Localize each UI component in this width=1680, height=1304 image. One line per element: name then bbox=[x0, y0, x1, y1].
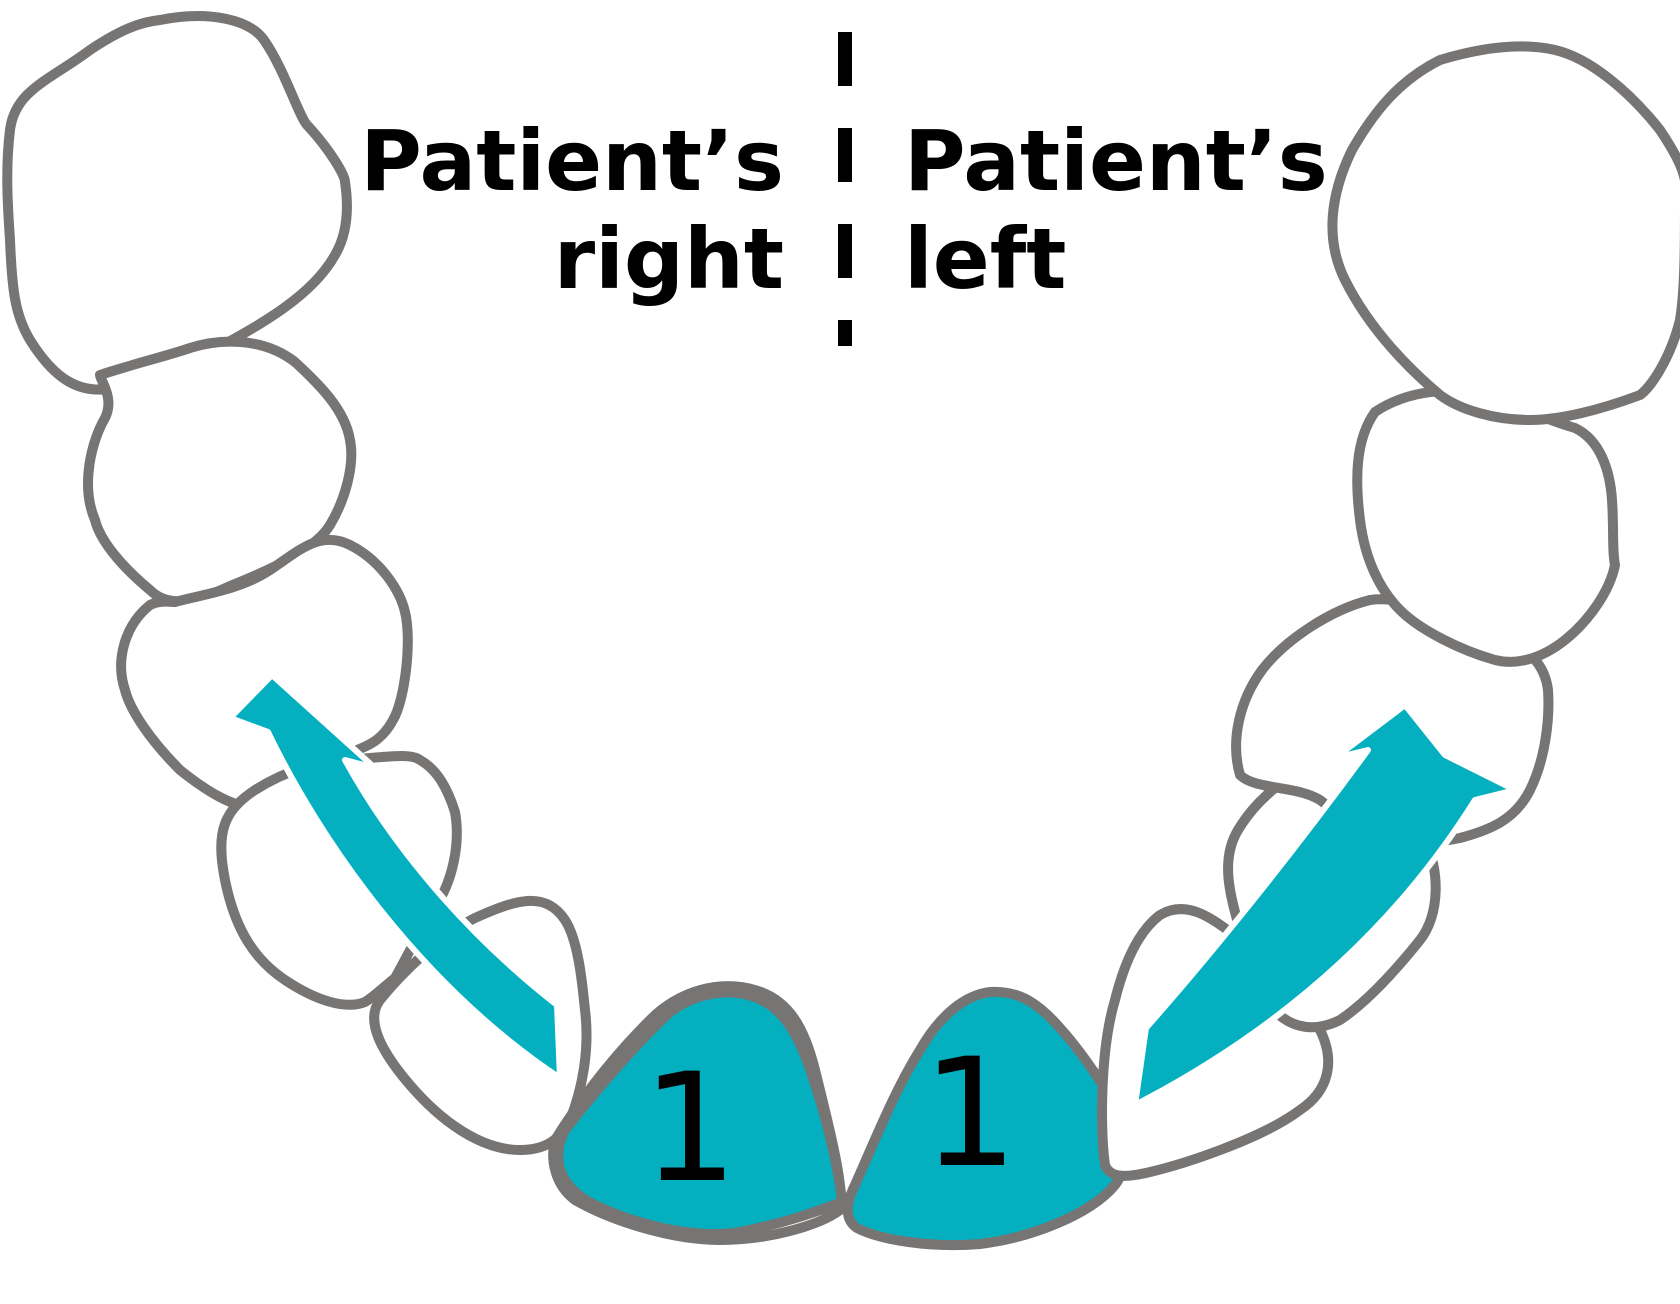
tooth-right-premolar-1 bbox=[216, 751, 462, 1010]
double-headed-arrow-right-side bbox=[227, 672, 563, 1081]
patients-left-line1: Patient’s bbox=[904, 112, 1328, 210]
patients-left-label: Patient’s left bbox=[904, 112, 1328, 308]
tooth-right-molar-2 bbox=[2, 11, 352, 395]
tooth-number-right-central: 1 bbox=[642, 1042, 737, 1216]
tooth-right-central-incisor bbox=[553, 987, 847, 1239]
patients-right-line2: right bbox=[553, 210, 784, 308]
patients-left-line2: left bbox=[904, 210, 1067, 308]
tooth-number-left-central: 1 bbox=[922, 1027, 1017, 1201]
double-headed-arrow-left-side bbox=[1132, 702, 1518, 1108]
tooth-left-molar-1 bbox=[1327, 41, 1680, 425]
patients-right-line1: Patient’s bbox=[360, 112, 784, 210]
midline bbox=[838, 32, 852, 346]
patients-right-label: Patient’s right bbox=[360, 112, 784, 308]
